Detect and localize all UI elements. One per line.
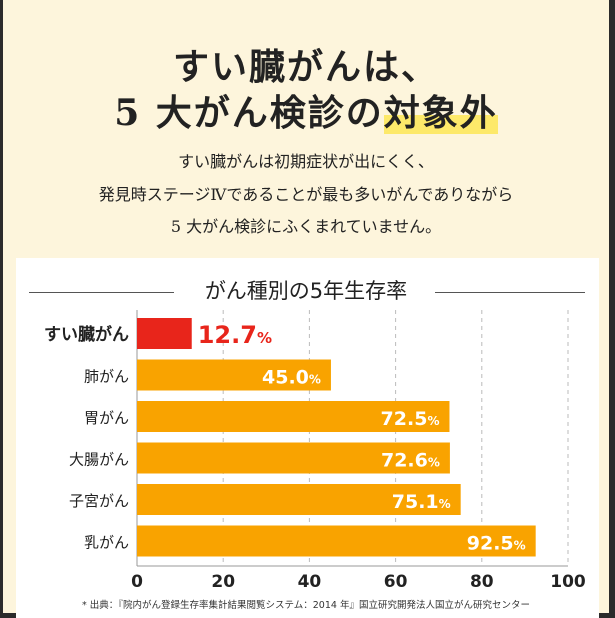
bar xyxy=(137,442,450,474)
x-tick-label: 80 xyxy=(470,572,494,592)
title-rule-left xyxy=(29,292,174,293)
subtitle-1: すい臓がんは初期症状が出にくく、 xyxy=(178,152,434,171)
title-rule-right xyxy=(435,292,585,293)
value-label: 72.5% xyxy=(381,408,440,430)
subtitle-3: 5 大がん検診にふくまれていません。 xyxy=(170,217,442,236)
value-label: 75.1% xyxy=(392,491,451,513)
category-label: 大腸がん xyxy=(69,451,129,469)
bar xyxy=(137,359,331,391)
title-prefix: 5 大がん検診の xyxy=(114,92,384,134)
unit: % xyxy=(257,329,272,347)
title-highlight: 対象外 xyxy=(383,92,498,134)
title-line-1: すい臓がんは、 xyxy=(172,46,439,88)
x-tick-label: 20 xyxy=(211,572,235,592)
category-label: 子宮がん xyxy=(69,492,129,510)
bar xyxy=(137,525,536,557)
category-label: 乳がん xyxy=(84,534,129,552)
unit: % xyxy=(514,539,526,553)
bar-chart: 0 20 40 60 80 100 すい臓がん 12.7% 肺がん 45.0% 胃がん 72.5% 大腸… xyxy=(44,310,586,592)
unit: % xyxy=(439,497,451,511)
chart-title: がん種別の5年生存率 xyxy=(204,279,408,303)
chart-panel xyxy=(16,258,599,618)
x-tick-label: 40 xyxy=(298,572,322,592)
unit: % xyxy=(427,414,439,428)
unit: % xyxy=(309,373,321,387)
title-line-2: 5 大がん検診の対象外 xyxy=(3,84,609,136)
x-tick-label: 60 xyxy=(384,572,408,592)
value-label: 45.0% xyxy=(262,367,321,389)
value-label: 12.7% xyxy=(198,321,272,349)
x-tick-label: 100 xyxy=(550,572,586,592)
bar xyxy=(137,484,461,515)
category-label: 胃がん xyxy=(84,409,129,427)
page: すい臓がんは、 5 大がん検診の対象外 すい臓がんは初期症状が出にくく、 発見時… xyxy=(3,0,609,618)
source-note: * 出典：『院内がん登録生存率集計結果閲覧システム：2014 年』国立研究開発法… xyxy=(82,600,530,611)
x-tick-label: 0 xyxy=(131,572,143,592)
unit: % xyxy=(428,456,440,470)
category-label: 肺がん xyxy=(84,368,129,386)
category-label: すい臓がん xyxy=(44,324,129,345)
subtitle-2: 発見時ステージⅣであることが最も多いがんでありながら xyxy=(98,185,514,204)
value-label: 72.6% xyxy=(381,450,440,472)
value-label: 92.5% xyxy=(467,533,526,555)
bar xyxy=(137,318,192,349)
bar xyxy=(137,401,450,432)
